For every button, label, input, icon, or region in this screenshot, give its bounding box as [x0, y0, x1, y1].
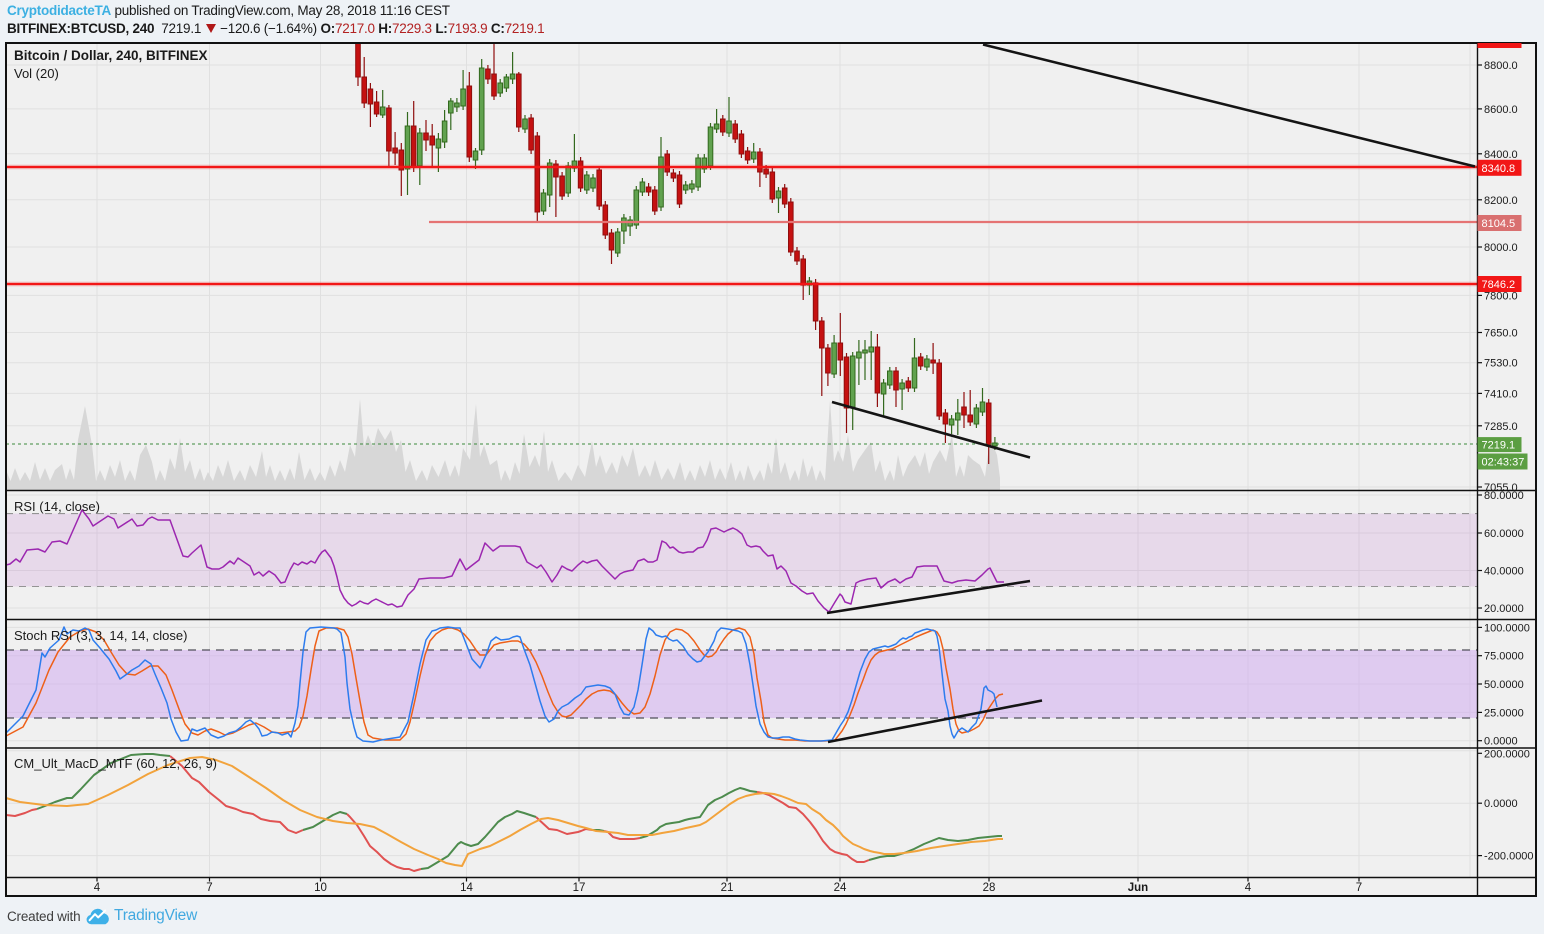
- svg-text:8400.0: 8400.0: [1484, 149, 1518, 161]
- svg-text:7: 7: [1356, 882, 1362, 894]
- svg-text:7650.0: 7650.0: [1484, 328, 1518, 340]
- svg-text:8340.8: 8340.8: [1482, 163, 1516, 175]
- svg-text:10: 10: [314, 882, 327, 894]
- svg-text:02:43:37: 02:43:37: [1482, 457, 1525, 469]
- svg-text:7800.0: 7800.0: [1484, 290, 1518, 302]
- svg-text:0.0000: 0.0000: [1484, 798, 1518, 810]
- svg-text:Stoch RSI (3, 3, 14, 14, close: Stoch RSI (3, 3, 14, 14, close): [14, 628, 187, 643]
- svg-text:80.0000: 80.0000: [1484, 490, 1524, 502]
- svg-text:CM_Ult_MacD_MTF (60, 12, 26, 9: CM_Ult_MacD_MTF (60, 12, 26, 9): [14, 756, 217, 771]
- svg-text:Jun: Jun: [1128, 882, 1148, 894]
- svg-text:28: 28: [983, 882, 996, 894]
- svg-text:7055.0: 7055.0: [1484, 482, 1518, 494]
- svg-text:7530.0: 7530.0: [1484, 358, 1518, 370]
- svg-text:7285.0: 7285.0: [1484, 421, 1518, 433]
- svg-text:8200.0: 8200.0: [1484, 195, 1518, 207]
- svg-text:60.0000: 60.0000: [1484, 528, 1524, 540]
- svg-text:7219.1: 7219.1: [1482, 440, 1516, 452]
- svg-text:7: 7: [206, 882, 212, 894]
- svg-text:14: 14: [460, 882, 473, 894]
- svg-text:40.0000: 40.0000: [1484, 566, 1524, 578]
- svg-text:4: 4: [1245, 882, 1252, 894]
- svg-text:8000.0: 8000.0: [1484, 242, 1518, 254]
- svg-text:25.0000: 25.0000: [1484, 707, 1524, 719]
- svg-text:7410.0: 7410.0: [1484, 388, 1518, 400]
- svg-text:-200.0000: -200.0000: [1484, 851, 1534, 863]
- svg-text:50.0000: 50.0000: [1484, 679, 1524, 691]
- svg-text:17: 17: [573, 882, 586, 894]
- svg-text:8800.0: 8800.0: [1484, 60, 1518, 72]
- svg-text:Vol (20): Vol (20): [14, 66, 59, 81]
- svg-text:8104.5: 8104.5: [1482, 218, 1516, 230]
- svg-text:75.0000: 75.0000: [1484, 651, 1524, 663]
- svg-text:4: 4: [94, 882, 101, 894]
- svg-text:Bitcoin / Dollar, 240, BITFINE: Bitcoin / Dollar, 240, BITFINEX: [14, 48, 208, 63]
- svg-text:100.0000: 100.0000: [1484, 622, 1530, 634]
- svg-text:21: 21: [721, 882, 734, 894]
- svg-text:0.0000: 0.0000: [1484, 736, 1518, 748]
- svg-text:20.0000: 20.0000: [1484, 603, 1524, 615]
- svg-text:24: 24: [834, 882, 847, 894]
- svg-text:8600.0: 8600.0: [1484, 104, 1518, 116]
- svg-text:7846.2: 7846.2: [1482, 279, 1516, 291]
- svg-text:RSI (14, close): RSI (14, close): [14, 499, 100, 514]
- svg-text:200.0000: 200.0000: [1484, 748, 1530, 760]
